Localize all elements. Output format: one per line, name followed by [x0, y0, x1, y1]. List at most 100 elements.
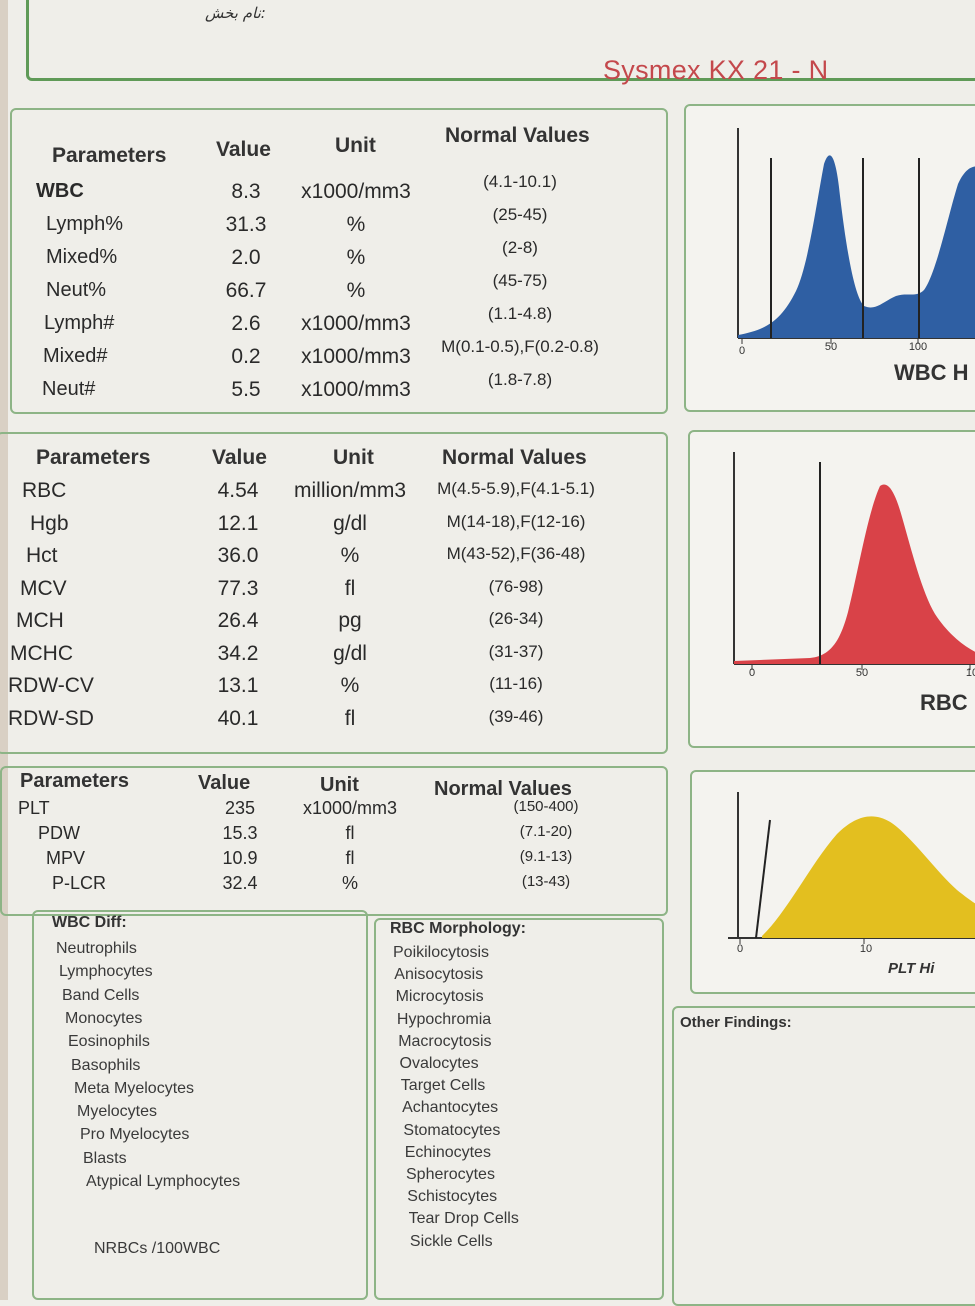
plt-table-header-1: Value: [198, 772, 251, 794]
list-item: Spherocytes: [406, 1166, 495, 1183]
param-name: MCHC: [10, 641, 73, 665]
wbc-table-header-3: Normal Values: [445, 124, 590, 147]
param-normal-range: (1.8-7.8): [487, 370, 553, 389]
plt-tick-10: 10: [860, 943, 872, 955]
rbc-tick-100: 10: [966, 667, 975, 679]
param-name: Lymph#: [44, 312, 115, 334]
param-value: 2.6: [231, 312, 261, 335]
list-item: Pro Myelocytes: [80, 1126, 190, 1144]
param-unit: %: [346, 279, 366, 302]
param-unit: x1000/mm3: [301, 312, 411, 335]
ward-label: نام بخش:: [205, 4, 266, 22]
param-value: 40.1: [217, 706, 259, 730]
param-unit: fl: [345, 848, 355, 868]
plt-histogram: 0 10 PLT Hi: [690, 770, 975, 994]
param-normal-range: (45-75): [492, 271, 548, 290]
wbc-tick-50: 50: [825, 341, 837, 353]
param-normal-range: M(14-18),F(12-16): [446, 511, 586, 531]
param-value: 4.54: [217, 479, 259, 502]
wbc-histogram: 0 50 100 WBC H: [684, 104, 975, 412]
wbc-tick-0: 0: [739, 345, 745, 357]
param-value: 15.3: [222, 823, 258, 843]
plt-table-header-3: Normal Values: [434, 778, 572, 800]
param-unit: fl: [344, 576, 356, 600]
param-name: PLT: [18, 798, 50, 818]
param-name: MCV: [20, 576, 67, 600]
rbc-table-header-1: Value: [212, 446, 267, 469]
param-unit: g/dl: [333, 641, 367, 665]
wbc-table-header-0: Parameters: [52, 144, 167, 167]
param-unit: x1000/mm3: [302, 798, 398, 818]
param-name: P-LCR: [52, 873, 107, 893]
param-value: 12.1: [217, 511, 259, 535]
list-item: Band Cells: [62, 986, 140, 1004]
param-name: Mixed%: [46, 246, 118, 268]
list-item: Meta Myelocytes: [74, 1079, 195, 1097]
param-unit: g/dl: [333, 511, 367, 535]
param-value: 5.5: [231, 378, 261, 401]
list-item: Macrocytosis: [398, 1032, 492, 1050]
param-name: WBC: [36, 180, 84, 202]
param-value: 235: [224, 798, 256, 818]
list-item: Schistocytes: [407, 1188, 498, 1206]
param-name: PDW: [38, 823, 80, 843]
wbc-diff-title: WBC Diff:: [52, 914, 127, 931]
param-normal-range: (4.1-10.1): [483, 172, 557, 191]
param-value: 36.0: [217, 544, 259, 567]
param-unit: %: [346, 246, 366, 269]
list-item: Anisocytosis: [394, 966, 484, 984]
plt-table-header-2: Unit: [320, 774, 359, 796]
list-item: Atypical Lymphocytes: [86, 1173, 241, 1190]
nrbc-label: NRBCs /100WBC: [94, 1240, 221, 1257]
param-name: Hgb: [30, 511, 69, 535]
param-unit: %: [340, 544, 360, 567]
other-findings-panel: [672, 1006, 975, 1306]
param-name: Mixed#: [43, 345, 108, 367]
param-unit: %: [340, 674, 360, 697]
wbc-panel: [10, 108, 668, 414]
param-unit: pg: [338, 609, 362, 632]
param-value: 34.2: [217, 641, 259, 665]
param-value: 31.3: [225, 213, 267, 236]
param-value: 8.3: [231, 180, 261, 203]
wbc-tick-100: 100: [909, 341, 927, 353]
param-normal-range: (7.1-20): [519, 823, 573, 840]
param-unit: x1000/mm3: [301, 180, 411, 203]
list-item: Basophils: [71, 1056, 141, 1074]
param-name: Lymph%: [46, 213, 124, 235]
page-edge: [0, 0, 8, 1300]
list-item: Hypochromia: [396, 1010, 492, 1028]
param-normal-range: (150-400): [513, 798, 579, 815]
param-value: 32.4: [222, 873, 258, 893]
param-unit: %: [341, 873, 359, 893]
plt-histogram-title: PLT Hi: [888, 960, 935, 977]
param-name: MPV: [46, 848, 86, 868]
param-name: MCH: [16, 609, 64, 632]
param-normal-range: (9.1-13): [519, 848, 573, 865]
plt-panel: [0, 766, 668, 916]
list-item: Eosinophils: [68, 1033, 150, 1051]
header-box: [26, 0, 975, 81]
rbc-panel: [0, 432, 668, 754]
param-normal-range: (1.1-4.8): [487, 304, 553, 323]
list-item: Target Cells: [400, 1077, 486, 1095]
param-normal-range: (13-43): [521, 873, 571, 890]
param-name: Neut%: [46, 279, 107, 301]
param-unit: million/mm3: [293, 479, 407, 502]
wbc-table-header-1: Value: [216, 138, 271, 161]
param-normal-range: (2-8): [502, 238, 538, 257]
param-normal-range: (76-98): [488, 576, 544, 596]
param-name: Hct: [26, 544, 58, 567]
param-value: 2.0: [231, 246, 261, 269]
param-unit: fl: [345, 823, 355, 843]
rbc-histogram-title: RBC: [920, 690, 968, 715]
param-value: 0.2: [231, 345, 261, 368]
param-value: 13.1: [217, 674, 259, 697]
rbc-table-header-3: Normal Values: [442, 446, 587, 469]
param-unit: %: [346, 213, 366, 236]
wbc-diff-panel: [32, 910, 368, 1300]
list-item: Microcytosis: [395, 988, 484, 1006]
param-value: 26.4: [217, 609, 259, 632]
param-value: 77.3: [217, 576, 259, 600]
list-item: Echinocytes: [404, 1143, 491, 1161]
